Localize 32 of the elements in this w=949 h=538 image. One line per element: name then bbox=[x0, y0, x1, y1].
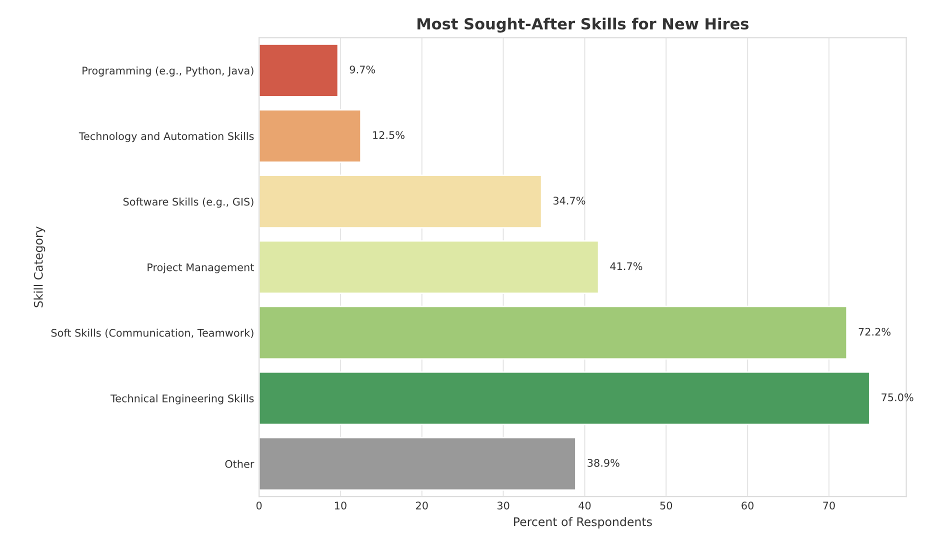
bar bbox=[259, 174, 542, 228]
bar bbox=[259, 371, 870, 426]
data-label: 12.5% bbox=[373, 131, 404, 140]
y-tick-label: Technical Engineering Skills bbox=[110, 394, 254, 404]
x-tick-label: 10 bbox=[335, 502, 346, 510]
y-tick-label: Programming (e.g., Python, Java) bbox=[82, 66, 254, 77]
y-tick-label: Project Management bbox=[148, 263, 254, 274]
bar bbox=[259, 306, 848, 360]
bar bbox=[259, 109, 362, 163]
data-label: 9.7% bbox=[350, 66, 376, 74]
y-tick-label: Software Skills (e.g., GIS) bbox=[123, 198, 254, 208]
x-tick-label: 0 bbox=[256, 502, 262, 510]
data-label: 34.7% bbox=[553, 196, 586, 205]
bar bbox=[259, 44, 339, 98]
x-tick-label: 70 bbox=[823, 502, 835, 510]
bar bbox=[259, 436, 576, 491]
data-label: 75.0% bbox=[882, 393, 914, 402]
x-tick-label: 30 bbox=[497, 502, 510, 510]
x-tick-label: 50 bbox=[660, 502, 672, 510]
chart-title: Most Sought-After Skills for New Hires bbox=[418, 18, 749, 33]
y-tick-label: Other bbox=[225, 460, 254, 468]
x-axis-title: Percent of Respondents bbox=[514, 517, 652, 528]
data-label: 72.2% bbox=[858, 328, 890, 336]
y-tick-label: Soft Skills (Communication, Teamwork) bbox=[51, 328, 254, 338]
bar bbox=[259, 240, 600, 294]
x-tick-label: 20 bbox=[416, 502, 428, 510]
y-axis-title: Skill Category bbox=[34, 226, 46, 308]
y-tick-label: Technology and Automation Skills bbox=[78, 132, 254, 142]
x-tick-label: 40 bbox=[578, 502, 591, 510]
data-label: 38.9% bbox=[588, 458, 620, 467]
data-label: 41.7% bbox=[610, 262, 642, 270]
x-tick-label: 60 bbox=[742, 502, 754, 510]
